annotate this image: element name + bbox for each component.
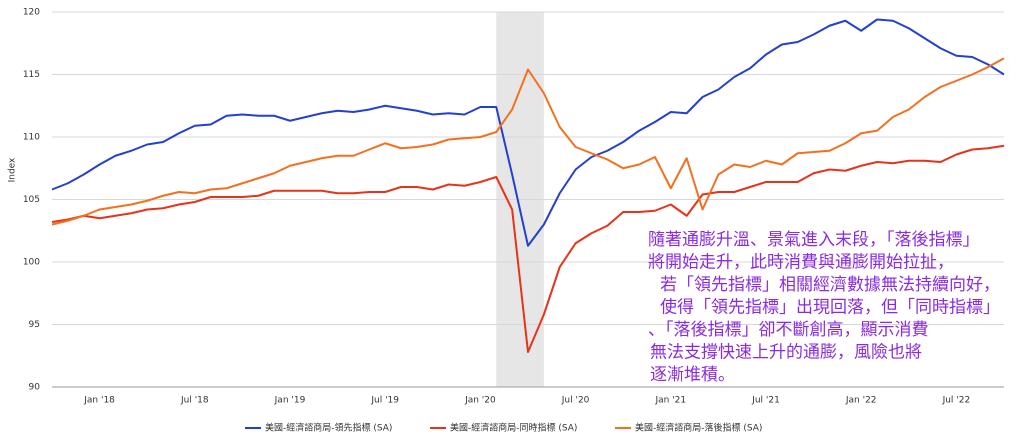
y-tick-label: 110: [23, 133, 40, 143]
series-line: [51, 57, 1005, 226]
x-tick-label: Jul '18: [180, 396, 209, 406]
y-axis-label: Index: [8, 157, 18, 182]
series-line: [51, 144, 1005, 353]
x-tick-label: Jan '19: [274, 396, 306, 406]
x-tick-label: Jul '22: [942, 396, 971, 406]
y-tick-label: 90: [29, 383, 41, 393]
annotation: 逐漸堆積。: [650, 365, 735, 385]
legend-label: 美國-經濟諮商局-同時指標 (SA): [450, 422, 577, 434]
annotation: 無法支撐快速上升的通膨，風險也將: [650, 343, 922, 363]
legend-label: 美國-經濟諮商局-領先指標 (SA): [265, 422, 392, 434]
x-tick-label: Jan '20: [464, 396, 496, 406]
x-tick-label: Jul '21: [751, 396, 780, 406]
x-tick-label: Jan '22: [845, 396, 877, 406]
x-tick-label: Jul '19: [370, 396, 399, 406]
series-line: [51, 18, 1005, 247]
y-tick-label: 100: [23, 258, 40, 268]
legend-label: 美國-經濟諮商局-落後指標 (SA): [635, 422, 762, 434]
annotation: 將開始走升，此時消費與通膨開始拉扯，: [648, 253, 954, 273]
x-tick-label: Jul '20: [561, 396, 590, 406]
annotation: 隨著通膨升溫、景氣進入末段，「落後指標」: [648, 230, 980, 250]
x-tick-label: Jan '21: [654, 396, 686, 406]
annotation: 若「領先指標」相關經濟數據無法持續向好，: [660, 275, 1000, 295]
annotation: 使得「領先指標」出現回落，但「同時指標」: [660, 297, 1000, 318]
y-tick-label: 95: [29, 320, 40, 330]
annotation: 、「落後指標」卻不斷創高，顯示消費: [648, 320, 929, 340]
y-tick-label: 120: [23, 8, 40, 18]
x-tick-label: Jan '18: [83, 396, 115, 406]
y-tick-label: 115: [23, 70, 40, 80]
y-tick-label: 105: [23, 195, 40, 205]
